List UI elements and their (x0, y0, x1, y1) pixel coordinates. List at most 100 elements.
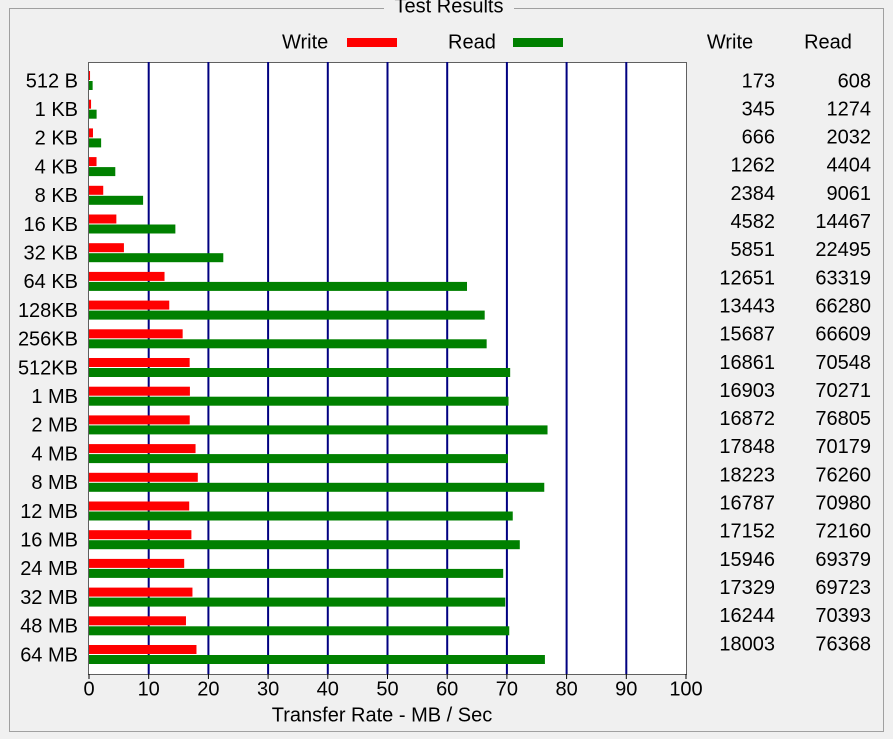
x-tick-label: 80 (555, 678, 577, 700)
table-value: 1262 (731, 155, 776, 177)
table-value: 76260 (815, 464, 871, 486)
bar (89, 597, 506, 607)
table-value: 18223 (719, 464, 775, 486)
bar (89, 329, 183, 339)
table-value: 15687 (719, 324, 775, 346)
y-tick-label: 24 MB (20, 558, 78, 580)
table-value: 17152 (719, 521, 775, 543)
x-axis-label: Transfer Rate - MB / Sec (272, 704, 492, 726)
bar (89, 558, 185, 568)
x-tick-label: 100 (669, 678, 702, 700)
bar (89, 415, 190, 425)
bar (89, 271, 165, 281)
y-tick-label: 12 MB (20, 501, 78, 523)
group-title: Test Results (395, 0, 504, 17)
x-tick-label: 20 (197, 678, 219, 700)
bar (89, 587, 193, 597)
x-tick-label: 0 (83, 678, 94, 700)
y-tick-label: 256KB (18, 329, 78, 351)
bar (89, 300, 170, 310)
bar (89, 645, 197, 654)
table-value: 76805 (815, 408, 871, 430)
bar (89, 530, 192, 540)
table-value: 70548 (815, 352, 871, 374)
x-tick-label: 90 (615, 678, 637, 700)
table-value: 16787 (719, 493, 775, 515)
y-tick-label: 64 MB (20, 644, 78, 666)
table-value: 14467 (815, 211, 871, 233)
table-value: 17848 (719, 436, 775, 458)
y-tick-label: 2 MB (31, 415, 78, 437)
legend-swatch (347, 38, 397, 47)
table-value: 22495 (815, 239, 871, 261)
bar (89, 167, 116, 177)
legend-label: Write (282, 31, 328, 53)
x-tick-label: 50 (376, 678, 398, 700)
bar (89, 386, 190, 396)
bar (89, 655, 545, 664)
table-value: 1274 (827, 98, 872, 120)
bar (89, 109, 97, 119)
y-tick-label: 16 MB (20, 529, 78, 551)
y-tick-label: 32 KB (24, 242, 78, 264)
bar (89, 511, 513, 521)
x-tick-label: 70 (496, 678, 518, 700)
legend-label: Read (448, 31, 496, 53)
y-tick-label: 1 MB (31, 386, 78, 408)
y-tick-label: 64 KB (24, 271, 78, 293)
table-value: 70271 (815, 380, 871, 402)
bar (89, 281, 468, 291)
table-value: 69379 (815, 549, 871, 571)
bar (89, 128, 93, 138)
table-value: 16244 (719, 605, 775, 627)
table-value: 16872 (719, 408, 775, 430)
bar (89, 99, 92, 109)
bar (89, 253, 224, 263)
table-value: 2384 (731, 183, 776, 205)
table-value: 666 (742, 127, 775, 149)
bar (89, 444, 196, 454)
bar (89, 626, 510, 636)
table-value: 66280 (815, 295, 871, 317)
table-value: 70179 (815, 436, 871, 458)
bar (89, 243, 124, 253)
bar (89, 396, 509, 406)
x-tick-label: 30 (257, 678, 279, 700)
table-header: Write (707, 31, 753, 53)
y-tick-label: 4 KB (35, 156, 78, 178)
table-value: 70980 (815, 493, 871, 515)
table-value: 173 (742, 70, 775, 92)
bar (89, 425, 548, 435)
y-tick-label: 512 B (26, 70, 78, 92)
x-tick-label: 40 (317, 678, 339, 700)
table-value: 70393 (815, 605, 871, 627)
y-tick-label: 4 MB (31, 443, 78, 465)
table-value: 4582 (731, 211, 776, 233)
table-value: 76368 (815, 633, 871, 655)
y-tick-label: 8 MB (31, 472, 78, 494)
table-value: 4404 (827, 155, 872, 177)
table-header: Read (804, 31, 852, 53)
table-value: 608 (838, 70, 871, 92)
bar (89, 214, 117, 224)
y-tick-label: 8 KB (35, 185, 78, 207)
bar (89, 157, 97, 167)
table-value: 18003 (719, 633, 775, 655)
bar (89, 501, 190, 511)
bar (89, 339, 487, 349)
table-value: 12651 (719, 267, 775, 289)
bar (89, 310, 485, 320)
legend-swatch (513, 38, 563, 47)
bar (89, 81, 93, 90)
table-value: 5851 (731, 239, 776, 261)
y-tick-label: 16 KB (24, 214, 78, 236)
bar (89, 472, 198, 482)
y-tick-label: 2 KB (35, 128, 78, 150)
table-value: 16861 (719, 352, 775, 374)
table-value: 15946 (719, 549, 775, 571)
bar (89, 138, 102, 148)
bar (89, 482, 545, 492)
bar (89, 71, 91, 80)
table-value: 63319 (815, 267, 871, 289)
